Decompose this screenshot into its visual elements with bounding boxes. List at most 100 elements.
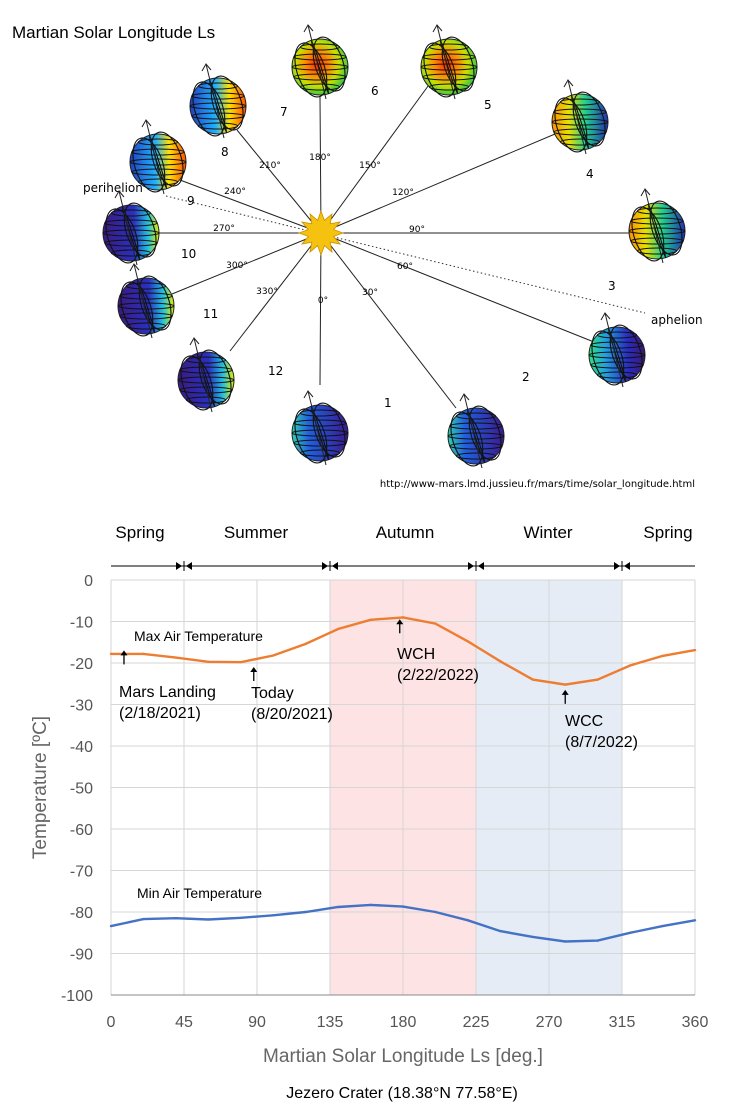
globe-meridian [210, 75, 244, 131]
globe-parallel [636, 247, 678, 255]
globe-meridian [554, 97, 588, 153]
series-point [336, 627, 340, 631]
series-point [272, 914, 275, 917]
series-point [109, 652, 113, 656]
rotation-axis [145, 119, 165, 195]
rotation-axis [604, 312, 624, 388]
chart-caption: Jezero Crater (18.38°N 77.58°E) [286, 1085, 518, 1102]
series-point [369, 903, 372, 907]
x-tick-label: 225 [463, 1014, 490, 1031]
mars-globe-10 [102, 190, 160, 266]
ls-label-8: 210° [259, 161, 281, 171]
season-label-4: Spring [643, 523, 692, 542]
orbit-spoke [320, 232, 457, 409]
season-label-1: Summer [224, 523, 289, 542]
mars-globe-7 [291, 24, 349, 100]
ls-label-12: 330° [256, 287, 278, 297]
arrow-right-icon [468, 562, 474, 570]
globe-meridian [294, 42, 328, 98]
ls-label-1: 0° [318, 296, 328, 306]
globe-parallel [636, 207, 678, 215]
month-label-7: 7 [280, 105, 288, 119]
globe-parallel [185, 396, 227, 404]
orbit-spoke [179, 179, 322, 234]
globe-parallel [137, 178, 179, 186]
axis-arrow-icon [129, 263, 140, 272]
ls-label-6: 150° [359, 161, 381, 171]
globe-meridian [138, 275, 172, 331]
globe-parallel [104, 219, 158, 227]
rotation-axis [133, 263, 153, 339]
series-point [596, 678, 599, 681]
axis-arrow-icon [600, 312, 611, 321]
globe-parallel [125, 322, 167, 330]
globe-parallel [197, 122, 239, 130]
mars-globe-5 [551, 79, 609, 155]
series-point [174, 656, 178, 659]
arrow-left-icon [478, 562, 484, 570]
globe-parallel [455, 452, 497, 460]
axis-arrow-icon [114, 190, 125, 199]
x-tick-label: 180 [390, 1014, 417, 1031]
rotation-axis [644, 188, 664, 264]
globe-parallel [125, 282, 167, 290]
series-point [304, 642, 307, 646]
series-point [499, 660, 502, 663]
globe-meridian [312, 402, 346, 458]
mars-globe-6 [420, 24, 478, 100]
globe-parallel [596, 371, 638, 379]
mars-globe-4 [628, 188, 686, 264]
season-label-3: Winter [523, 523, 572, 542]
series-point [239, 916, 242, 920]
mars-globe-9 [129, 119, 187, 195]
globe-meridian [120, 281, 154, 337]
y-tick-label: -100 [61, 988, 93, 1005]
annotation-wch-line0: WCH [397, 646, 435, 663]
mars-globe-8 [189, 63, 247, 139]
x-tick-label: 135 [317, 1014, 344, 1031]
month-label-8: 8 [221, 145, 229, 159]
series-point [434, 910, 437, 914]
axis-arrow-icon [459, 393, 470, 402]
arrow-left-icon [624, 562, 630, 570]
x-tick-label: 0 [107, 1014, 116, 1031]
arrow-up-icon [396, 619, 404, 625]
axis-arrow-icon [303, 390, 314, 399]
mars-globe-1 [291, 390, 349, 466]
globe-parallel [131, 148, 185, 156]
globe-parallel [110, 209, 152, 217]
series-point [564, 940, 567, 943]
ls-label-11: 300° [226, 261, 248, 271]
globe-parallel [119, 292, 173, 300]
series-point [466, 640, 470, 643]
series-point [369, 618, 372, 622]
month-label-11: 11 [203, 307, 218, 321]
series-point [661, 654, 664, 658]
globe-parallel [553, 108, 607, 116]
y-tick-label: -50 [70, 781, 93, 798]
globe-parallel [191, 92, 245, 100]
axis-arrow-icon [432, 24, 443, 33]
mars-globe-11 [117, 263, 175, 339]
orbit-spoke [320, 81, 432, 234]
globe-parallel [179, 366, 233, 374]
globe-meridian [180, 355, 214, 411]
axis-arrow-icon [141, 119, 152, 128]
axis-arrow-icon [303, 24, 314, 33]
globe-meridian [468, 405, 502, 461]
globe-parallel [596, 331, 638, 339]
series-point [401, 905, 405, 908]
series-label-min: Min Air Temperature [137, 885, 262, 901]
ls-label-4: 90° [409, 225, 425, 235]
orbit-spoke [320, 232, 595, 343]
ls-label-2: 30° [362, 288, 378, 298]
y-tick-label: -70 [70, 864, 93, 881]
globe-meridian [132, 137, 166, 193]
axis-arrow-icon [640, 188, 651, 197]
series-label-max: Max Air Temperature [134, 628, 263, 644]
month-label-4: 4 [586, 167, 594, 181]
arrow-up-icon [120, 650, 128, 656]
series-point [272, 654, 275, 657]
globe-parallel [449, 422, 503, 430]
